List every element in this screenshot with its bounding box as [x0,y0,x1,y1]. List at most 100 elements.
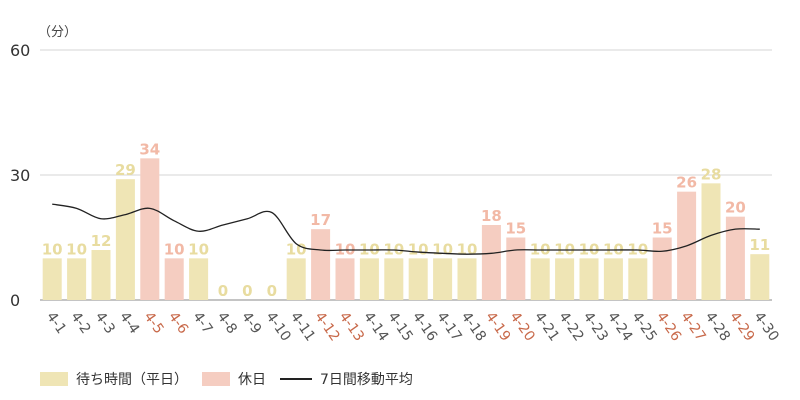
bar [579,258,599,300]
x-tick-label: 4-2 [67,309,93,337]
y-tick-label: 60 [10,41,30,60]
bar-value-label: 10 [164,240,185,258]
x-tick-label: 4-29 [726,309,757,344]
x-tick-label: 4-26 [653,309,684,344]
x-tick-label: 4-28 [702,309,733,344]
bar [42,258,62,300]
bar-value-label: 10 [66,240,87,258]
bar-value-label: 10 [286,240,307,258]
bar [555,258,575,300]
bar-value-label: 29 [115,161,136,179]
bar-value-label: 10 [530,240,551,258]
y-tick-label: 0 [10,291,20,310]
bar [335,258,355,300]
bar-value-label: 10 [554,240,575,258]
bar-value-label: 10 [383,240,404,258]
bar-value-label: 28 [701,165,722,183]
bar-value-label: 15 [652,220,673,238]
bar-chart-plot: 03060（分）104-1104-2124-3294-4344-5104-610… [10,25,782,344]
moving-average-line [52,203,760,255]
bar [433,258,453,300]
bar-value-label: 10 [42,240,63,258]
bar-value-label: 10 [359,240,380,258]
y-tick-label: 30 [10,166,30,185]
legend: 待ち時間（平日） 休日 7日間移動平均 [40,368,413,390]
bar [311,229,331,300]
x-tick-label: 4-7 [189,309,215,337]
x-tick-label: 4-20 [507,309,538,344]
bar-value-label: 0 [218,282,228,300]
bar [91,250,111,300]
bar [164,258,184,300]
y-axis-unit-label: （分） [38,25,77,40]
bar-value-label: 12 [91,232,112,250]
bar [652,237,672,300]
bar-value-label: 0 [242,282,252,300]
legend-label-weekday: 待ち時間（平日） [76,372,188,388]
x-tick-label: 4-14 [360,309,391,344]
bar [457,258,477,300]
x-tick-label: 4-13 [336,309,367,344]
bar-value-label: 10 [432,240,453,258]
x-tick-label: 4-12 [311,309,342,344]
x-tick-label: 4-11 [287,309,318,344]
legend-label-holiday: 休日 [238,372,266,388]
x-tick-label: 4-23 [580,309,611,344]
bar [506,237,526,300]
x-tick-label: 4-21 [531,309,562,344]
bar [628,258,648,300]
bar-value-label: 10 [579,240,600,258]
bar [750,254,770,300]
x-tick-label: 4-9 [238,309,264,337]
bar [603,258,623,300]
bar [189,258,209,300]
bar-value-label: 11 [749,236,770,254]
x-tick-label: 4-4 [116,309,142,337]
x-tick-label: 4-3 [92,309,118,337]
bar-value-label: 10 [603,240,624,258]
bar-value-label: 18 [481,207,502,225]
bar-value-label: 26 [676,174,697,192]
bar [359,258,379,300]
bar-value-label: 10 [627,240,648,258]
x-tick-label: 4-22 [555,309,586,344]
legend-swatch-moving-average [280,378,312,380]
legend-item-holiday: 休日 [202,369,266,389]
bar [140,158,160,300]
x-tick-label: 4-6 [165,309,191,337]
bar [408,258,428,300]
bar [115,179,135,300]
bar-value-label: 10 [457,240,478,258]
bar [481,225,501,300]
bar [701,183,721,300]
x-tick-label: 4-24 [604,309,635,344]
x-tick-label: 4-27 [677,309,708,344]
legend-item-weekday: 待ち時間（平日） [40,369,188,389]
bar [725,216,745,300]
bar [530,258,550,300]
bar-value-label: 17 [310,211,331,229]
bar [286,258,306,300]
x-tick-label: 4-16 [409,309,440,344]
bar-value-label: 10 [188,240,209,258]
x-tick-label: 4-18 [458,309,489,344]
x-tick-label: 4-8 [214,309,240,337]
x-tick-label: 4-19 [482,309,513,344]
bar [384,258,404,300]
bar-value-label: 15 [505,220,526,238]
x-tick-label: 4-1 [43,309,69,337]
bar-value-label: 10 [335,240,356,258]
legend-swatch-weekday [40,372,68,386]
bar-value-label: 20 [725,199,746,217]
bar [67,258,87,300]
x-tick-label: 4-17 [433,309,464,344]
x-tick-label: 4-25 [629,309,660,344]
legend-label-moving-average: 7日間移動平均 [320,372,413,388]
bar-value-label: 10 [408,240,429,258]
x-tick-label: 4-10 [263,309,294,344]
bar-value-label: 0 [267,282,277,300]
x-tick-label: 4-5 [141,309,167,337]
x-tick-label: 4-15 [385,309,416,344]
legend-item-moving-average: 7日間移動平均 [280,369,413,389]
